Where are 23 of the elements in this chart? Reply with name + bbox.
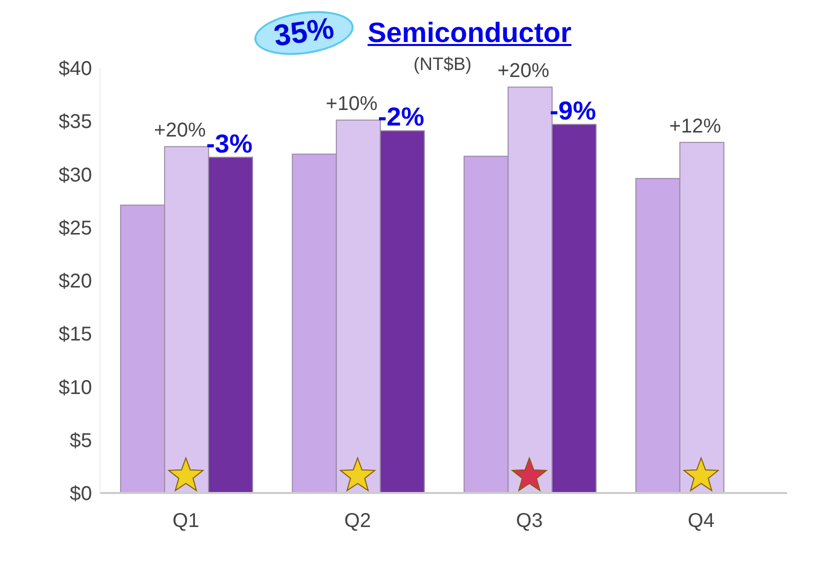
y-tick-label: $40 [58,58,92,80]
text: 35% [251,5,356,61]
y-tick-label: $20 [58,270,92,293]
annotation: -2% [378,102,424,132]
y-tick-label: $25 [58,217,92,240]
y-tick-label: $35 [58,111,92,134]
annotation: -9% [550,95,596,126]
x-tick-label: Q4 [688,510,714,532]
annotation: -3% [206,128,253,158]
annotation: +20% [498,60,550,82]
annotation: +10% [326,93,378,116]
annotation: +12% [669,115,722,138]
x-tick-label: Q3 [516,510,543,532]
y-tick-label: $0 [70,483,92,506]
y-tick-label: $15 [58,324,92,346]
y-tick-label: $30 [58,164,92,186]
x-tick-label: Q2 [344,510,371,532]
y-tick-label: $5 [70,430,92,452]
y-tick-label: $10 [58,376,92,399]
x-tick-label: Q1 [172,510,200,532]
chart-subtitle: (NT$B) [414,54,472,74]
annotation: +20% [154,120,206,142]
chart-title: Semiconductor [368,17,572,48]
